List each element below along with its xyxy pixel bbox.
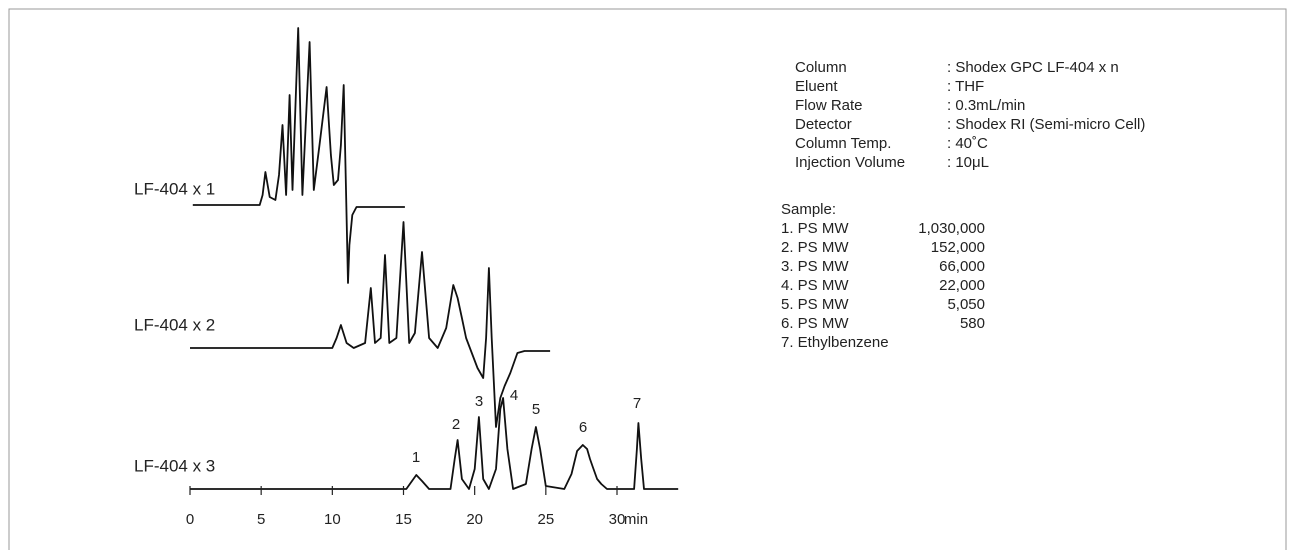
x-tick-label: 10 xyxy=(324,511,341,528)
x-tick-label: 30 xyxy=(609,511,626,528)
condition-label: Injection Volume xyxy=(795,154,905,171)
condition-value: : THF xyxy=(947,78,984,95)
trace xyxy=(190,397,679,490)
peak-label: 6 xyxy=(579,419,587,436)
peak-label: 1 xyxy=(412,449,420,466)
sample-mw: 22,000 xyxy=(939,277,985,294)
x-tick-label: 15 xyxy=(395,511,412,528)
sample-title: Sample: xyxy=(781,201,836,218)
sample-name: 3. PS MW xyxy=(781,258,849,275)
peak-label: 3 xyxy=(475,393,483,410)
x-tick-label: 25 xyxy=(537,511,554,528)
peak-label: 4 xyxy=(510,387,518,404)
frame xyxy=(8,8,1287,550)
sample-name: 4. PS MW xyxy=(781,277,849,294)
sample-mw: 152,000 xyxy=(931,239,985,256)
condition-value: : 0.3mL/min xyxy=(947,97,1025,114)
sample-name: 2. PS MW xyxy=(781,239,849,256)
peak-label: 2 xyxy=(452,416,460,433)
sample-name: 6. PS MW xyxy=(781,315,849,332)
sample-mw: 5,050 xyxy=(947,296,985,313)
x-tick-label: 0 xyxy=(186,511,194,528)
condition-label: Detector xyxy=(795,116,852,133)
sample-mw: 580 xyxy=(960,315,985,332)
x-axis-label: min xyxy=(624,511,648,528)
peak-label: 7 xyxy=(633,395,641,412)
condition-label: Flow Rate xyxy=(795,97,863,114)
series-label: LF-404 x 1 xyxy=(134,179,215,198)
trace xyxy=(190,221,551,428)
condition-label: Column xyxy=(795,59,847,76)
sample-mw: 1,030,000 xyxy=(918,220,985,237)
series-label: LF-404 x 3 xyxy=(134,456,215,475)
condition-label: Eluent xyxy=(795,78,838,95)
peak-label: 5 xyxy=(532,401,540,418)
condition-value: : Shodex RI (Semi-micro Cell) xyxy=(947,116,1145,133)
x-tick-label: 5 xyxy=(257,511,265,528)
condition-value: : 40˚C xyxy=(947,135,988,152)
series-label: LF-404 x 2 xyxy=(134,315,215,334)
condition-value: : 10μL xyxy=(947,154,989,171)
sample-name: 1. PS MW xyxy=(781,220,849,237)
condition-value: : Shodex GPC LF-404 x n xyxy=(947,59,1119,76)
sample-name: 7. Ethylbenzene xyxy=(781,334,889,351)
condition-label: Column Temp. xyxy=(795,135,891,152)
sample-mw: 66,000 xyxy=(939,258,985,275)
sample-name: 5. PS MW xyxy=(781,296,849,313)
trace xyxy=(192,27,405,284)
x-tick-label: 20 xyxy=(466,511,483,528)
